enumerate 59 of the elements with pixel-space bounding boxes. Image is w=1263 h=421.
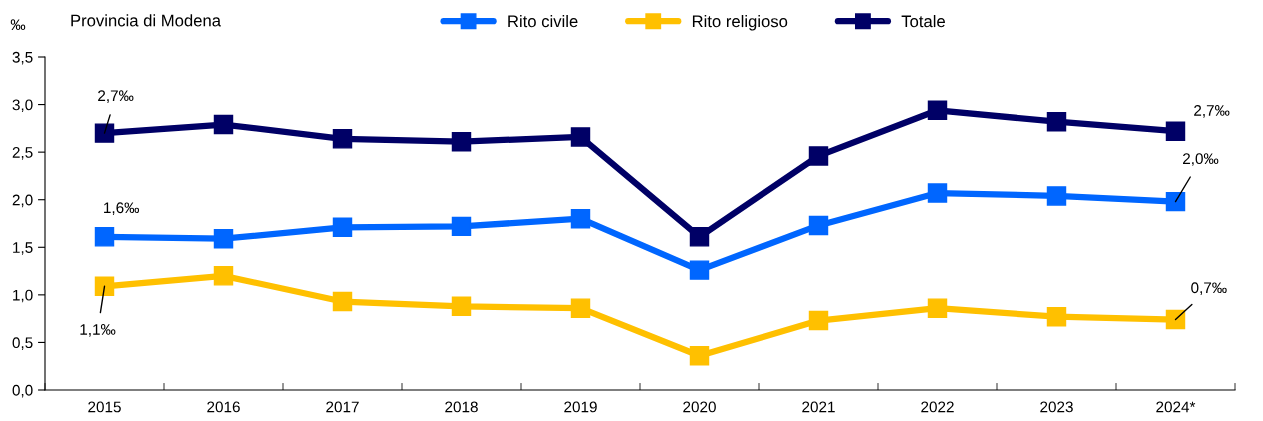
x-tick-label: 2021 <box>802 401 835 413</box>
legend-label: Rito civile <box>508 15 578 28</box>
point <box>1165 309 1186 330</box>
point <box>927 100 948 121</box>
point <box>213 228 234 249</box>
annotation: 2,7‰ <box>98 90 134 103</box>
y-tick-label: 2,5 <box>12 147 33 160</box>
chart-title: Provincia di Modena <box>71 14 222 27</box>
point <box>451 296 472 316</box>
y-tick-label: 3,0 <box>12 99 33 113</box>
point <box>1046 111 1067 132</box>
y-tick-label: 2,0 <box>12 194 33 208</box>
point <box>927 183 948 203</box>
legend-label: Totale <box>901 15 945 28</box>
x-tick-label: 2017 <box>326 401 359 413</box>
y-tick-label: 0,0 <box>12 384 33 398</box>
point <box>927 298 948 318</box>
annotation: 2,7‰ <box>1194 105 1230 118</box>
y-tick-label: 3,5 <box>12 51 33 65</box>
point <box>1165 121 1186 141</box>
point <box>1046 307 1067 327</box>
y-axis-title: ‰ <box>10 19 26 31</box>
point <box>94 227 115 247</box>
point <box>213 266 234 286</box>
point <box>451 131 472 152</box>
point <box>332 217 353 238</box>
point <box>94 123 115 143</box>
x-tick-label: 2019 <box>564 401 597 413</box>
point <box>1165 191 1186 212</box>
annotation: 1,6‰ <box>104 202 140 215</box>
point <box>332 291 353 312</box>
y-tick-label: 1,0 <box>13 289 33 303</box>
point <box>570 298 591 318</box>
x-tick-label: 2024* <box>1156 401 1196 413</box>
x-tick-label: 2016 <box>207 401 240 413</box>
point <box>94 276 115 297</box>
x-tick-label: 2022 <box>921 401 954 413</box>
legend-label: Rito religioso <box>692 15 788 31</box>
point <box>808 215 829 236</box>
point <box>1046 186 1067 206</box>
point <box>808 310 829 331</box>
annotation: 1,1‰ <box>80 324 116 337</box>
x-tick-label: 2020 <box>683 401 716 413</box>
point <box>689 346 710 366</box>
point <box>451 216 472 237</box>
y-tick-label: 1,5 <box>13 242 33 255</box>
point <box>689 260 710 280</box>
x-tick-label: 2018 <box>445 401 478 413</box>
y-tick-label: 0,5 <box>12 337 33 350</box>
point <box>570 209 591 229</box>
annotation: 0,7‰ <box>1191 282 1227 295</box>
point <box>570 127 591 147</box>
x-tick-label: 2023 <box>1040 401 1073 413</box>
point <box>213 114 234 135</box>
point <box>808 146 829 166</box>
annotation: 2,0‰ <box>1183 153 1219 166</box>
x-tick-label: 2015 <box>88 401 121 413</box>
point <box>332 129 353 149</box>
point <box>689 227 710 247</box>
